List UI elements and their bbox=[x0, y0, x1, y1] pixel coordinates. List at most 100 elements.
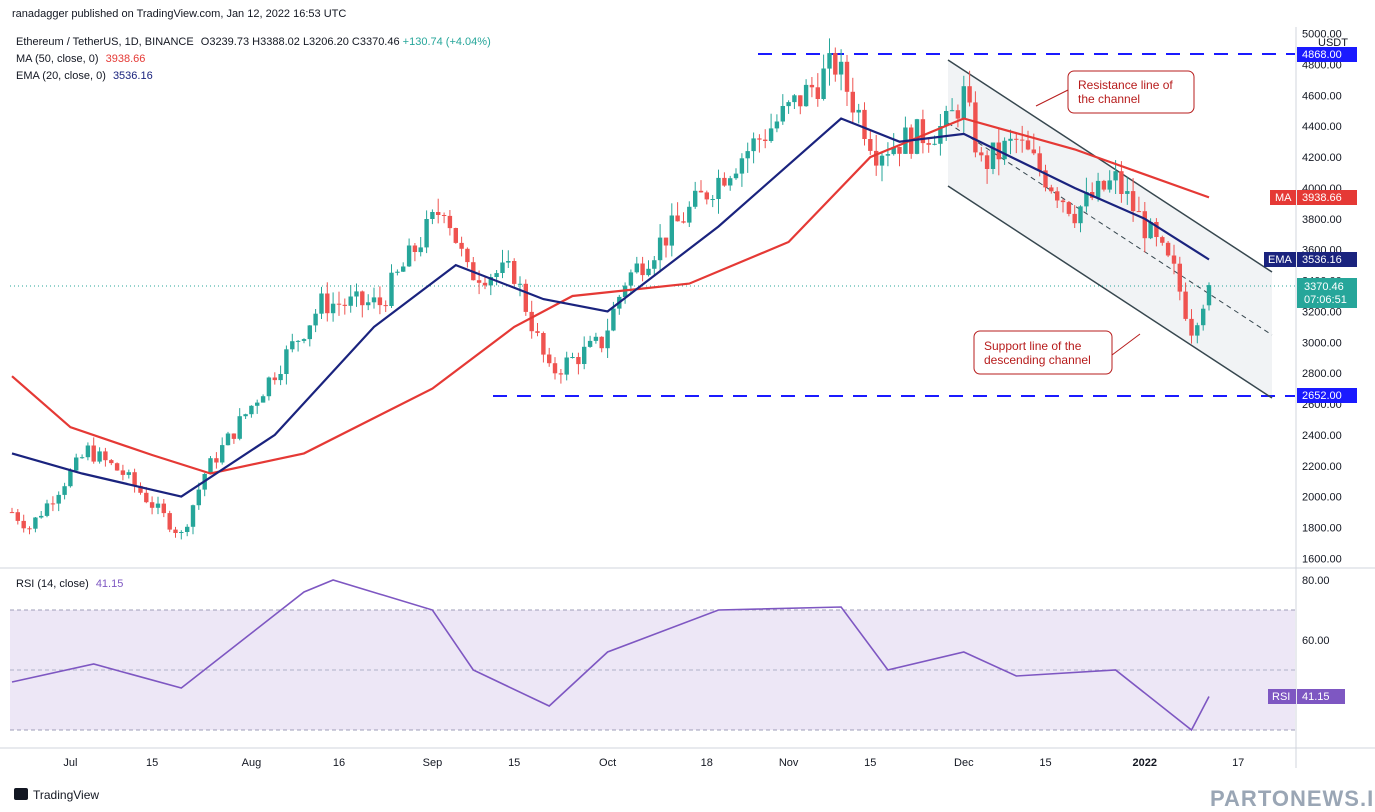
candle[interactable] bbox=[179, 532, 184, 533]
candle[interactable] bbox=[640, 263, 645, 276]
candle[interactable] bbox=[979, 152, 984, 156]
symbol-name[interactable]: Ethereum / TetherUS, 1D, BINANCE bbox=[16, 36, 194, 48]
candle[interactable] bbox=[260, 396, 266, 403]
candle[interactable] bbox=[803, 84, 809, 107]
candle[interactable] bbox=[1142, 211, 1147, 239]
candle[interactable] bbox=[383, 305, 388, 307]
candle[interactable] bbox=[476, 280, 482, 283]
candle[interactable] bbox=[1125, 191, 1130, 194]
candle[interactable] bbox=[132, 472, 137, 486]
candle[interactable] bbox=[646, 268, 651, 276]
candle[interactable] bbox=[634, 263, 639, 273]
candle[interactable] bbox=[1043, 170, 1048, 188]
candle[interactable] bbox=[68, 470, 73, 487]
candle[interactable] bbox=[441, 215, 447, 216]
candle[interactable] bbox=[675, 215, 680, 222]
candle[interactable] bbox=[44, 503, 50, 516]
candle[interactable] bbox=[465, 248, 470, 263]
candle[interactable] bbox=[628, 272, 634, 286]
candle[interactable] bbox=[120, 470, 126, 475]
candle[interactable] bbox=[149, 502, 155, 508]
candle[interactable] bbox=[231, 433, 237, 439]
candle[interactable] bbox=[214, 458, 219, 463]
candle[interactable] bbox=[763, 139, 768, 141]
candle[interactable] bbox=[932, 143, 937, 145]
candle[interactable] bbox=[424, 219, 429, 248]
candle[interactable] bbox=[1154, 222, 1159, 237]
candle[interactable] bbox=[185, 526, 190, 532]
candle[interactable] bbox=[336, 303, 342, 305]
ma-legend[interactable]: MA (50, close, 0) 3938.66 bbox=[16, 53, 145, 65]
candle[interactable] bbox=[278, 374, 283, 381]
candle[interactable] bbox=[523, 283, 528, 312]
candle[interactable] bbox=[488, 277, 493, 286]
candle[interactable] bbox=[751, 138, 756, 152]
candle[interactable] bbox=[552, 363, 558, 374]
candle[interactable] bbox=[961, 86, 966, 119]
candle[interactable] bbox=[430, 212, 435, 219]
candle[interactable] bbox=[1189, 318, 1194, 336]
candle[interactable] bbox=[768, 128, 774, 141]
candle[interactable] bbox=[255, 402, 260, 406]
candle[interactable] bbox=[512, 261, 517, 284]
candle[interactable] bbox=[208, 458, 213, 474]
ema-line[interactable] bbox=[11, 117, 1210, 498]
candle[interactable] bbox=[967, 86, 972, 103]
candle[interactable] bbox=[1195, 325, 1200, 336]
candle[interactable] bbox=[949, 110, 955, 112]
candle[interactable] bbox=[9, 512, 15, 514]
candle[interactable] bbox=[570, 357, 575, 358]
candle[interactable] bbox=[1078, 206, 1083, 224]
candle[interactable] bbox=[693, 190, 698, 207]
candle[interactable] bbox=[827, 53, 832, 69]
candle[interactable] bbox=[91, 445, 96, 462]
candle[interactable] bbox=[412, 245, 418, 253]
candle[interactable] bbox=[681, 221, 686, 223]
candle[interactable] bbox=[838, 61, 844, 75]
candle[interactable] bbox=[348, 296, 353, 306]
candle[interactable] bbox=[973, 102, 978, 153]
candle[interactable] bbox=[728, 178, 733, 186]
candle[interactable] bbox=[155, 503, 161, 508]
candle[interactable] bbox=[1136, 211, 1142, 213]
rsi-axis[interactable]: 80.00 60.00 bbox=[1302, 575, 1330, 647]
candle[interactable] bbox=[582, 346, 587, 364]
candle[interactable] bbox=[739, 158, 745, 174]
candle[interactable] bbox=[535, 331, 540, 333]
candle[interactable] bbox=[786, 102, 791, 107]
candle[interactable] bbox=[506, 261, 511, 263]
candle[interactable] bbox=[599, 336, 604, 349]
candle[interactable] bbox=[897, 147, 902, 154]
ema-legend[interactable]: EMA (20, close, 0) 3536.16 bbox=[16, 70, 153, 82]
candle[interactable] bbox=[85, 445, 91, 458]
candle[interactable] bbox=[307, 325, 312, 340]
candle[interactable] bbox=[406, 245, 412, 267]
candle[interactable] bbox=[1037, 153, 1042, 171]
candle[interactable] bbox=[605, 330, 610, 349]
support-annotation[interactable]: Support line of the descending channel bbox=[973, 330, 1141, 375]
candle[interactable] bbox=[652, 260, 657, 269]
candle[interactable] bbox=[576, 357, 581, 365]
candle[interactable] bbox=[1084, 192, 1089, 207]
candle[interactable] bbox=[663, 237, 669, 246]
candle[interactable] bbox=[850, 91, 855, 113]
price-axis[interactable]: 5000.004800.004600.004400.004200.004000.… bbox=[1302, 29, 1342, 566]
candle[interactable] bbox=[126, 472, 131, 475]
candle[interactable] bbox=[885, 154, 891, 156]
candle[interactable] bbox=[1183, 291, 1188, 319]
candle[interactable] bbox=[879, 155, 885, 166]
candle[interactable] bbox=[354, 291, 359, 297]
channel-support-line[interactable] bbox=[947, 185, 1273, 399]
candle[interactable] bbox=[856, 109, 861, 113]
candle[interactable] bbox=[710, 199, 715, 200]
candle[interactable] bbox=[593, 336, 599, 341]
candle[interactable] bbox=[874, 150, 879, 166]
candle[interactable] bbox=[1101, 180, 1107, 190]
candle[interactable] bbox=[377, 297, 383, 306]
candle[interactable] bbox=[868, 139, 873, 151]
candle[interactable] bbox=[809, 84, 815, 88]
candle[interactable] bbox=[21, 520, 26, 529]
time-axis[interactable]: Jul 15 Aug 16 Sep 15 Oct 18 Nov 15 Dec 15 2022 17 bbox=[63, 757, 1244, 769]
candle[interactable] bbox=[833, 53, 838, 75]
candle[interactable] bbox=[938, 126, 943, 144]
